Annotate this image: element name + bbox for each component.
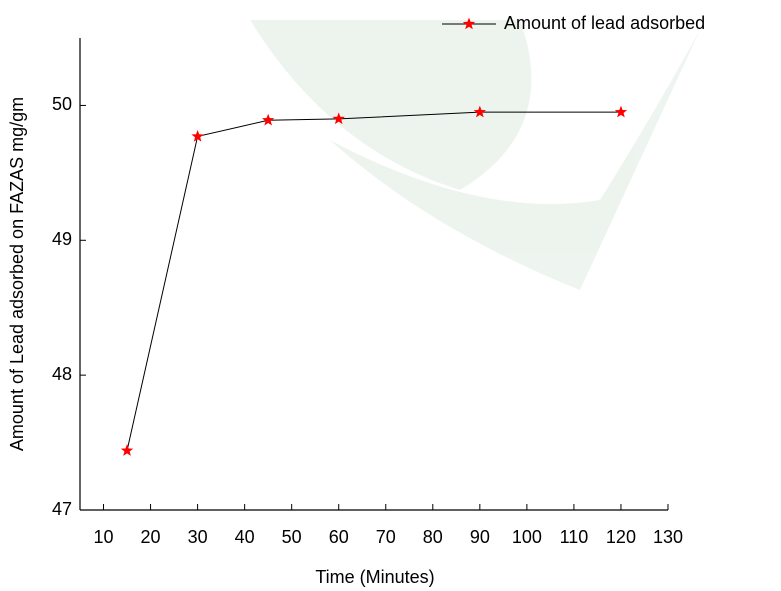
y-tick-label: 49: [52, 229, 72, 249]
marker: [191, 130, 203, 142]
x-tick-label: 40: [235, 527, 255, 547]
legend-label: Amount of lead adsorbed: [504, 13, 705, 33]
x-tick-label: 20: [141, 527, 161, 547]
chart: Time (Minutes) Amount of Lead adsorbed o…: [0, 0, 781, 591]
marker: [615, 106, 627, 118]
y-axis-label: Amount of Lead adsorbed on FAZAS mg/gm: [7, 97, 27, 451]
y-tick-label: 50: [52, 94, 72, 114]
x-tick-label: 30: [188, 527, 208, 547]
x-axis-label: Time (Minutes): [315, 567, 434, 587]
x-tick-label: 130: [653, 527, 683, 547]
marker: [262, 114, 274, 126]
x-tick-label: 60: [329, 527, 349, 547]
x-tick-label: 100: [512, 527, 542, 547]
marker: [121, 444, 133, 456]
x-tick-label: 80: [423, 527, 443, 547]
x-tick-label: 120: [606, 527, 636, 547]
y-tick-label: 47: [52, 499, 72, 519]
x-tick-label: 10: [94, 527, 114, 547]
x-tick-label: 90: [470, 527, 490, 547]
watermark-leaf: [250, 20, 531, 190]
x-tick-label: 110: [560, 527, 589, 547]
watermark: [250, 20, 700, 290]
y-tick-label: 48: [52, 364, 72, 384]
x-tick-label: 70: [376, 527, 396, 547]
x-tick-label: 50: [282, 527, 302, 547]
